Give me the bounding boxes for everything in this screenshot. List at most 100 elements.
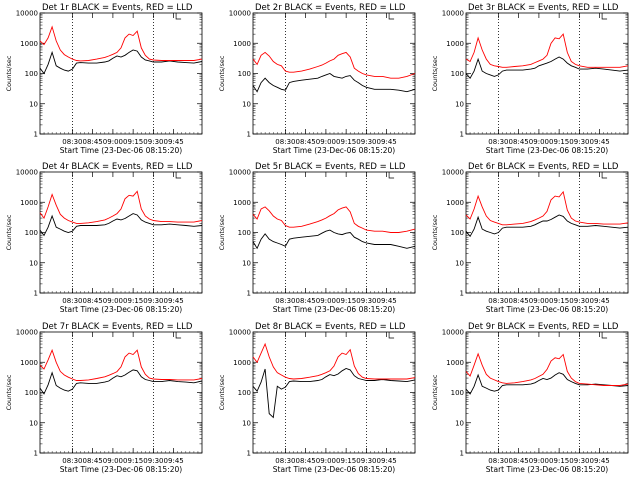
time-marker (388, 172, 395, 179)
x-tick-label: 08:30 (488, 457, 508, 465)
x-tick-label: 09:00 (103, 297, 123, 305)
events-series-line (252, 368, 416, 419)
x-tick-label: 09:45 (377, 457, 397, 465)
y-tick-label: 10 (29, 259, 38, 267)
time-marker (175, 172, 182, 179)
y-tick-label: 1 (34, 131, 38, 139)
events-series-line (465, 56, 629, 79)
x-tick-label: 08:30 (62, 457, 82, 465)
events-series-line (39, 49, 203, 75)
y-tick-label: 10000 (16, 10, 38, 18)
panel-title: Det 9r BLACK = Events, RED = LLD (468, 322, 619, 332)
lld-series-line (252, 51, 416, 79)
y-tick-label: 100 (451, 389, 464, 397)
x-tick-label: 08:45 (509, 138, 529, 146)
x-tick-label: 09:15 (549, 138, 569, 146)
lld-series-line (252, 206, 416, 233)
panel-title: Det 2r BLACK = Events, RED = LLD (255, 3, 406, 13)
y-tick-label: 100 (451, 70, 464, 78)
x-tick-label: 09:45 (377, 138, 397, 146)
events-series-line (252, 229, 416, 250)
y-tick-label: 10 (242, 259, 251, 267)
y-axis-label: Counts/sec (5, 374, 13, 410)
lld-series-line (39, 190, 203, 224)
x-tick-label: 08:45 (83, 457, 103, 465)
x-tick-label: 09:30 (569, 297, 589, 305)
y-tick-label: 100 (238, 389, 251, 397)
x-tick-label: 08:45 (296, 138, 316, 146)
y-axis-label: Counts/sec (218, 214, 226, 250)
x-tick-label: 08:45 (509, 457, 529, 465)
y-tick-label: 100 (25, 229, 38, 237)
panel-title: Det 4r BLACK = Events, RED = LLD (42, 162, 193, 172)
y-tick-label: 1 (247, 450, 251, 458)
x-axis-label: Start Time (23-Dec-06 08:15:20) (273, 465, 395, 474)
y-tick-label: 100 (25, 70, 38, 78)
x-tick-label: 09:15 (549, 457, 569, 465)
x-tick-label: 09:00 (103, 138, 123, 146)
panel-det-7r: Det 7r BLACK = Events, RED = LLD 1 10 100 10… (5, 322, 203, 474)
events-series-line (252, 72, 416, 93)
x-tick-label: 09:45 (164, 138, 184, 146)
x-tick-label: 09:00 (529, 457, 549, 465)
x-tick-label: 09:00 (316, 297, 336, 305)
y-tick-label: 10000 (442, 169, 464, 177)
y-tick-label: 1000 (446, 359, 464, 367)
y-tick-label: 10000 (229, 10, 251, 18)
lld-series-line (39, 348, 203, 381)
y-axis-label: Counts/sec (5, 55, 13, 91)
x-tick-label: 09:00 (529, 138, 549, 146)
y-tick-label: 1000 (233, 199, 251, 207)
panel-det-6r: Det 6r BLACK = Events, RED = LLD 1 10 100 10… (431, 162, 629, 314)
y-tick-label: 10 (29, 419, 38, 427)
panel-det-1r: Det 1r BLACK = Events, RED = LLD 1 10 100 10… (5, 3, 203, 155)
y-tick-label: 1000 (20, 40, 38, 48)
y-tick-label: 1000 (20, 359, 38, 367)
x-axis-label: Start Time (23-Dec-06 08:15:20) (486, 146, 608, 155)
panel-title: Det 1r BLACK = Events, RED = LLD (42, 3, 193, 13)
x-axis-label: Start Time (23-Dec-06 08:15:20) (60, 305, 182, 314)
y-tick-label: 10000 (442, 10, 464, 18)
plot-frame (465, 331, 629, 454)
x-tick-label: 09:15 (336, 457, 356, 465)
y-tick-label: 100 (238, 70, 251, 78)
x-tick-label: 09:30 (143, 457, 163, 465)
events-series-line (465, 214, 629, 238)
x-tick-label: 09:00 (316, 138, 336, 146)
x-tick-label: 09:15 (336, 138, 356, 146)
panel-title: Det 7r BLACK = Events, RED = LLD (42, 322, 193, 332)
y-tick-label: 10000 (229, 169, 251, 177)
x-tick-label: 09:45 (590, 138, 610, 146)
x-tick-label: 09:30 (569, 457, 589, 465)
y-tick-label: 1 (247, 290, 251, 298)
x-axis-label: Start Time (23-Dec-06 08:15:20) (273, 305, 395, 314)
panel-title: Det 6r BLACK = Events, RED = LLD (468, 162, 619, 172)
y-tick-label: 10 (455, 419, 464, 427)
x-tick-label: 08:45 (296, 457, 316, 465)
y-axis-label: Counts/sec (218, 374, 226, 410)
time-marker (175, 332, 182, 339)
y-tick-label: 10 (455, 100, 464, 108)
y-tick-label: 1 (34, 290, 38, 298)
y-tick-label: 1000 (233, 40, 251, 48)
y-tick-label: 10000 (229, 329, 251, 337)
lld-series-line (465, 352, 629, 386)
panel-det-4r: Det 4r BLACK = Events, RED = LLD 1 10 100 10… (5, 162, 203, 314)
x-axis-label: Start Time (23-Dec-06 08:15:20) (486, 465, 608, 474)
x-tick-label: 08:30 (275, 457, 295, 465)
x-tick-label: 08:45 (83, 297, 103, 305)
plot-frame (39, 331, 203, 454)
y-axis-label: Counts/sec (218, 55, 226, 91)
y-tick-label: 10 (242, 419, 251, 427)
panel-det-2r: Det 2r BLACK = Events, RED = LLD 1 10 100 10… (218, 3, 416, 155)
x-tick-label: 09:30 (356, 457, 376, 465)
y-tick-label: 10000 (442, 329, 464, 337)
x-tick-label: 09:00 (103, 457, 123, 465)
y-tick-label: 10000 (16, 329, 38, 337)
x-tick-label: 08:30 (62, 297, 82, 305)
panel-title: Det 5r BLACK = Events, RED = LLD (255, 162, 406, 172)
plot-frame (252, 12, 416, 135)
y-tick-label: 1 (247, 131, 251, 139)
time-marker (175, 13, 182, 20)
